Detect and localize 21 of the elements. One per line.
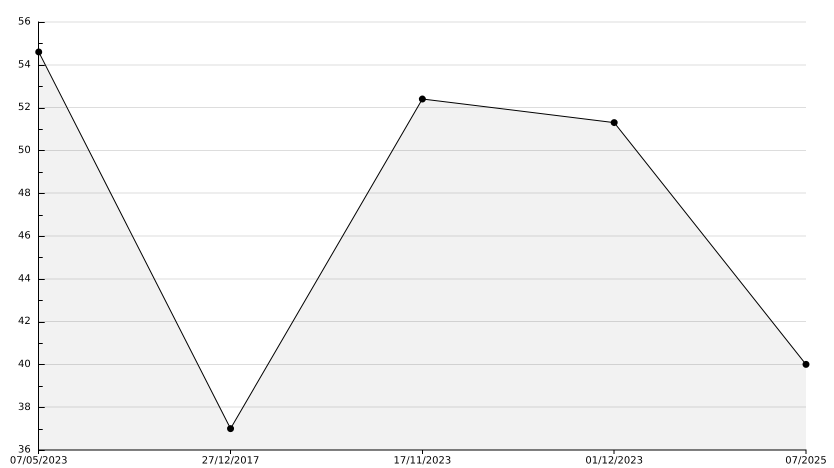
y-tick-label: 38 (18, 402, 31, 413)
x-tick-label: 07/05/2023 (10, 456, 68, 467)
y-tick-label: 46 (18, 230, 31, 242)
y-tick-label: 36 (18, 444, 31, 456)
y-tick-label: 56 (18, 16, 31, 28)
y-tick-label: 42 (18, 316, 31, 328)
x-tick-label: 07/2025 (785, 456, 827, 467)
point (35, 48, 42, 56)
x-tick-label: 27/12/2017 (202, 456, 260, 467)
y-tick-label: 44 (18, 273, 31, 284)
point (610, 119, 618, 126)
x-tick-label: 01/12/2023 (585, 456, 643, 467)
point (227, 425, 234, 432)
y-tick-label: 48 (18, 188, 31, 199)
y-tick-label: 52 (18, 102, 31, 114)
x-tick-label: 17/11/2023 (394, 456, 452, 467)
y-tick-label: 50 (18, 144, 31, 156)
y-tick-label: 40 (18, 358, 31, 370)
y-tick-label: 54 (18, 59, 31, 70)
point (418, 96, 426, 103)
point (802, 360, 810, 368)
